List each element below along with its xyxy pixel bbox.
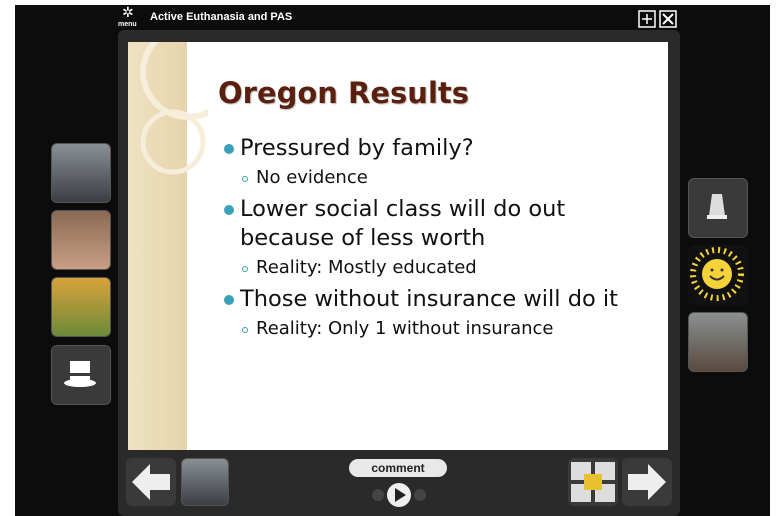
sub-bullet: Reality: Mostly educated (222, 253, 652, 283)
avatar[interactable] (51, 210, 111, 270)
thimble-icon (703, 190, 731, 222)
sun-icon (688, 245, 746, 303)
sub-bullet: No evidence (222, 163, 652, 193)
menu-icon[interactable]: ✲ (122, 6, 136, 20)
window-buttons (638, 10, 680, 28)
bullet: Those without insurance will do it (222, 285, 652, 314)
slide-title: Oregon Results (218, 76, 469, 110)
avatar[interactable] (51, 277, 111, 337)
presentation-title: Active Euthanasia and PAS (150, 11, 292, 23)
comment-button[interactable]: comment (349, 459, 447, 477)
avatar[interactable] (688, 312, 748, 372)
doodle-button[interactable] (568, 458, 618, 506)
sub-bullet: Reality: Only 1 without insurance (222, 314, 652, 344)
playback-controls (366, 481, 432, 509)
slide-swirl (128, 42, 208, 202)
menu-label[interactable]: menu (118, 21, 137, 28)
current-avatar[interactable] (181, 458, 229, 506)
bullet: Pressured by family? (222, 134, 652, 163)
previous-button[interactable] (126, 458, 176, 506)
hat-icon (62, 357, 98, 389)
avatar[interactable] (51, 143, 111, 203)
bullet: Lower social class will do out because o… (222, 195, 652, 253)
app: ✲ menu Active Euthanasia and PAS Oregon … (0, 0, 784, 516)
next-button[interactable] (622, 458, 672, 506)
